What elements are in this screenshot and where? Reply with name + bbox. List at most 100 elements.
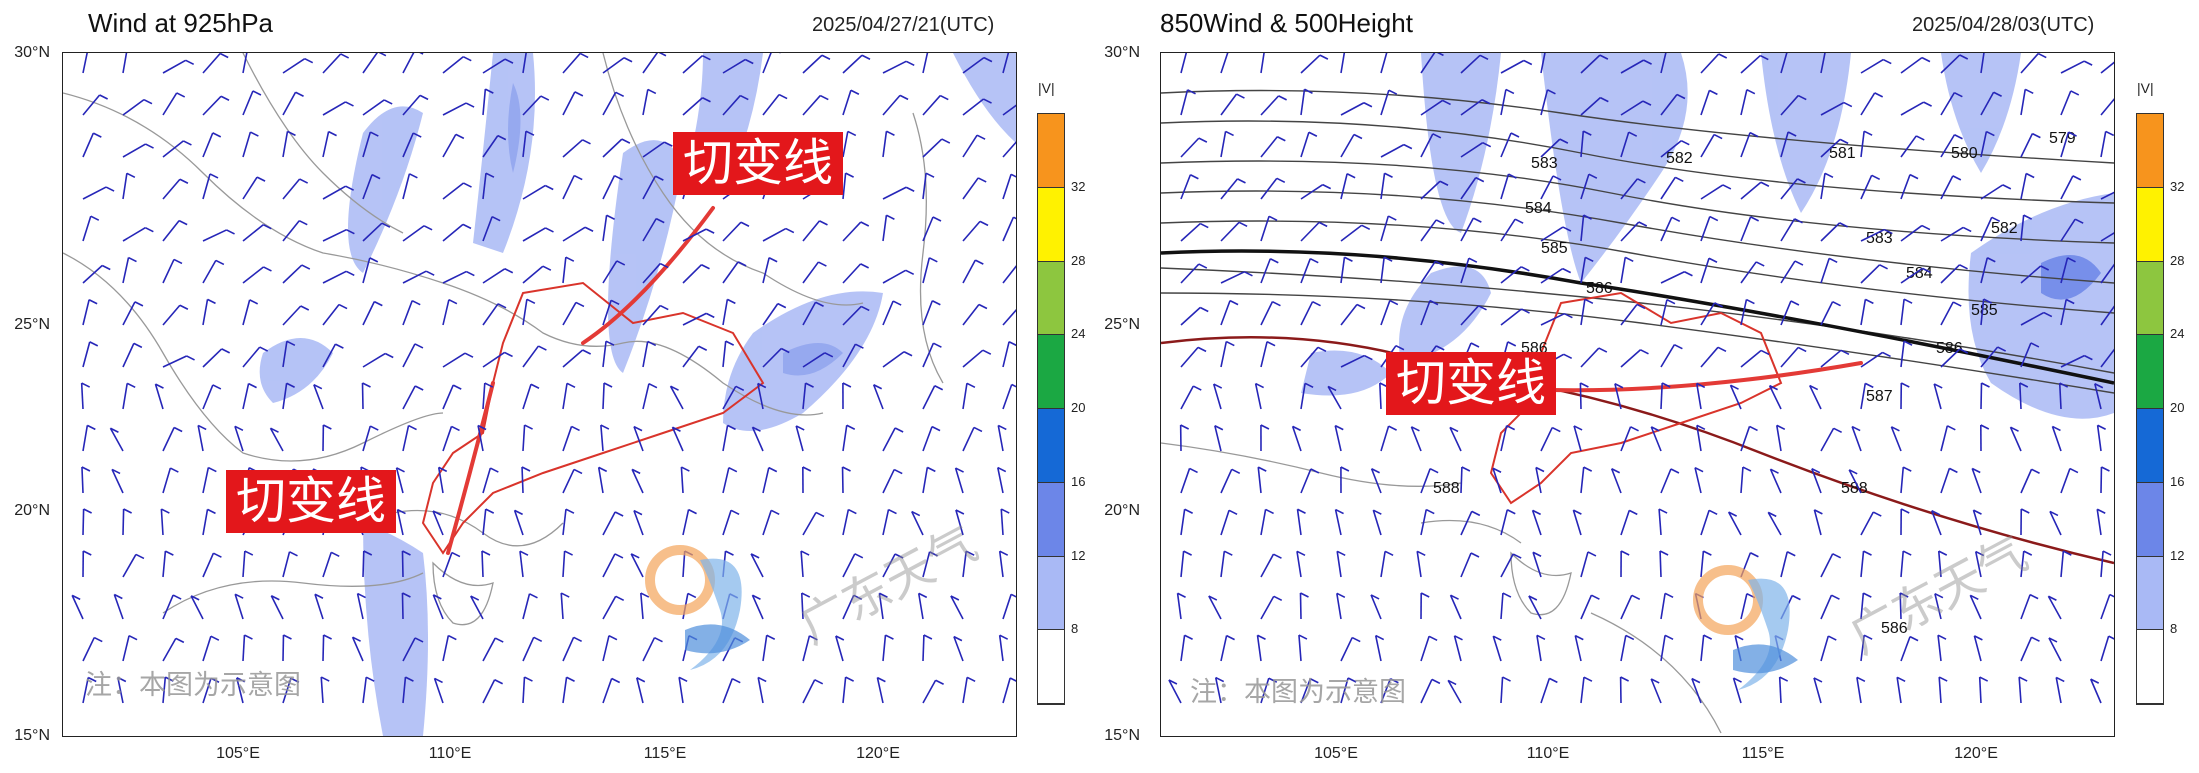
wind-barb xyxy=(1002,53,1010,74)
wind-barb xyxy=(1900,135,1917,158)
wind-barb xyxy=(876,677,884,704)
wind-barb xyxy=(242,551,246,578)
wind-barb xyxy=(522,636,535,662)
wind-barb xyxy=(270,595,284,620)
wind-barb-feather xyxy=(2067,257,2076,263)
wind-barb-feather xyxy=(1292,425,1301,432)
wind-barb-feather xyxy=(256,176,266,182)
wind-barb-feather xyxy=(465,270,475,277)
wind-barb xyxy=(1732,677,1742,704)
wind-barb-feather xyxy=(1272,300,1281,307)
wind-barb xyxy=(722,299,729,326)
wind-barb xyxy=(1500,509,1509,536)
wind-barb-feather xyxy=(1450,594,1459,600)
wind-barb-feather xyxy=(1980,424,1990,430)
wind-barb xyxy=(2100,263,2114,284)
wind-barb-feather xyxy=(93,636,103,643)
wind-barb-feather xyxy=(524,676,533,682)
wind-barb xyxy=(1740,467,1744,494)
wind-barb-feather xyxy=(1508,173,1517,179)
wind-barb-feather xyxy=(847,130,857,137)
wind-barb xyxy=(1540,312,1565,326)
colorbar-segment xyxy=(1038,409,1064,483)
wind-barb xyxy=(282,677,292,704)
wind-barb xyxy=(1220,221,1240,242)
wind-barb xyxy=(802,220,821,242)
wind-barb xyxy=(1700,635,1705,662)
left-weather-logo-icon xyxy=(645,545,750,670)
wind-barb xyxy=(282,264,303,284)
wind-barb-feather xyxy=(533,636,543,643)
wind-barb xyxy=(522,53,527,74)
wind-barb xyxy=(362,301,376,326)
left-map-panel: Wind at 925hPa 2025/04/27/21(UTC) 30°N 2… xyxy=(0,0,1090,773)
wind-barb-feather xyxy=(842,466,851,472)
wind-barb-feather xyxy=(397,508,406,515)
wind-barb xyxy=(1860,511,1874,536)
wind-barb-feather xyxy=(750,553,760,559)
wind-barb xyxy=(1449,594,1462,620)
wind-barb xyxy=(401,592,404,620)
wind-barb-feather xyxy=(462,223,472,230)
wind-barb-feather xyxy=(687,592,697,599)
wind-barb xyxy=(1780,346,1799,368)
wind-barb xyxy=(842,221,862,242)
wind-barb-feather xyxy=(402,592,411,598)
wind-barb xyxy=(669,385,684,410)
wind-barb-feather xyxy=(648,382,658,389)
wind-barb xyxy=(1380,53,1388,74)
wind-barb-feather xyxy=(893,468,903,475)
wind-barb-feather xyxy=(128,256,137,263)
wind-barb-feather xyxy=(1713,133,1723,140)
wind-barb-feather xyxy=(1638,221,1648,227)
right-contour-label-584b: 584 xyxy=(1906,265,1933,282)
wind-barb-feather xyxy=(768,466,778,473)
wind-barb xyxy=(162,355,187,368)
wind-barb-feather xyxy=(411,299,421,306)
wind-barb-feather xyxy=(363,550,373,556)
wind-barb xyxy=(402,385,416,410)
wind-barb xyxy=(1220,551,1226,578)
wind-barb xyxy=(362,174,373,200)
wind-barb xyxy=(762,467,770,494)
wind-barb-feather xyxy=(698,345,708,351)
wind-barb-feather xyxy=(1300,592,1309,598)
wind-barb xyxy=(322,552,332,578)
wind-barb-feather xyxy=(726,298,736,305)
wind-barb-feather xyxy=(1691,677,1701,684)
wind-barb-feather xyxy=(1238,221,1248,228)
wind-barb xyxy=(842,677,847,704)
wind-barb-feather xyxy=(1863,550,1872,556)
wind-barb-feather xyxy=(974,259,984,265)
wind-barb xyxy=(1334,425,1342,452)
wind-barb-feather xyxy=(855,343,864,349)
wind-barb-feather xyxy=(1946,425,1956,431)
wind-barb-feather xyxy=(655,217,665,224)
wind-barb xyxy=(1900,174,1911,200)
wind-barb xyxy=(602,553,616,578)
wind-barb xyxy=(2060,60,2085,74)
wind-barb-feather xyxy=(1833,427,1842,433)
wind-barb-feather xyxy=(1225,130,1234,137)
wind-barb-feather xyxy=(1395,344,1405,351)
wind-barb-feather xyxy=(2024,88,2034,95)
wind-barb xyxy=(362,99,385,116)
wind-barb-feather xyxy=(1598,347,1608,353)
wind-barb xyxy=(1500,308,1523,326)
wind-barb xyxy=(1002,174,1012,200)
wind-barb xyxy=(522,593,531,620)
wind-barb xyxy=(562,677,568,704)
wind-barb-feather xyxy=(402,550,411,556)
wind-barb-feather xyxy=(824,352,834,358)
wind-barb-feather xyxy=(1356,303,1366,310)
wind-barb xyxy=(1660,635,1666,662)
wind-barb xyxy=(1000,509,1004,536)
wind-barb xyxy=(633,426,644,452)
wind-barb-feather xyxy=(815,511,825,518)
wind-barb xyxy=(1176,593,1182,620)
wind-barb-feather xyxy=(1931,509,1941,516)
wind-barb-feather xyxy=(462,55,472,62)
wind-barb xyxy=(2060,131,2070,158)
wind-barb xyxy=(642,53,659,74)
colorbar-segment xyxy=(1038,556,1064,631)
